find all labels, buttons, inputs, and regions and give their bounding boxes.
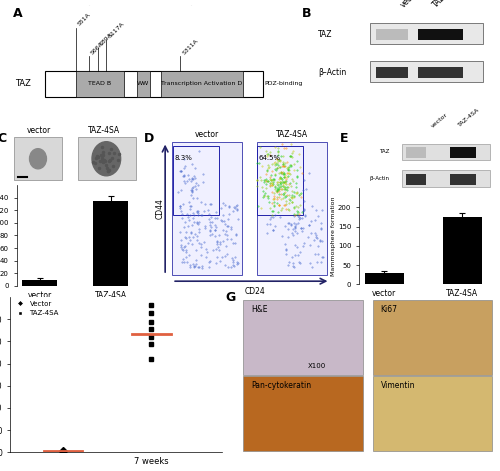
Text: A: A	[12, 7, 22, 20]
Text: X100: X100	[308, 364, 326, 369]
Text: CD44: CD44	[156, 198, 164, 219]
Text: 8.3%: 8.3%	[174, 155, 192, 161]
FancyBboxPatch shape	[256, 142, 327, 275]
Text: S311A: S311A	[182, 38, 199, 55]
FancyBboxPatch shape	[78, 137, 136, 180]
Text: vector: vector	[26, 127, 51, 136]
FancyBboxPatch shape	[370, 23, 483, 44]
FancyBboxPatch shape	[14, 137, 62, 180]
Text: TAZ: TAZ	[16, 80, 32, 89]
Text: TAZ-4SA: TAZ-4SA	[430, 0, 460, 9]
Text: G: G	[226, 291, 235, 304]
Text: TAZ: TAZ	[318, 30, 332, 39]
Text: S117A: S117A	[108, 22, 125, 39]
Text: S89A: S89A	[99, 32, 114, 47]
Text: CD24: CD24	[244, 287, 265, 296]
FancyBboxPatch shape	[418, 67, 463, 78]
Text: C: C	[0, 132, 6, 146]
FancyBboxPatch shape	[376, 67, 408, 78]
Text: Vimentin: Vimentin	[380, 381, 415, 390]
Text: Ki67: Ki67	[380, 305, 398, 314]
FancyBboxPatch shape	[172, 142, 242, 275]
Text: E: E	[340, 132, 349, 146]
Circle shape	[92, 142, 120, 176]
Text: β–Actin: β–Actin	[318, 68, 346, 77]
FancyBboxPatch shape	[46, 71, 263, 97]
Text: TAZ-4SA: TAZ-4SA	[88, 127, 120, 136]
FancyBboxPatch shape	[370, 61, 483, 81]
Text: TAZ-4SA: TAZ-4SA	[276, 130, 308, 138]
Text: S66A: S66A	[90, 41, 105, 55]
Text: vector: vector	[195, 130, 220, 138]
Text: vector: vector	[398, 0, 422, 9]
FancyBboxPatch shape	[373, 300, 492, 374]
Text: D: D	[144, 132, 154, 146]
Text: S51A: S51A	[77, 12, 92, 26]
FancyBboxPatch shape	[76, 71, 124, 97]
FancyBboxPatch shape	[243, 376, 362, 451]
Text: B: B	[302, 7, 311, 20]
Text: 64.5%: 64.5%	[258, 155, 281, 161]
Circle shape	[30, 149, 46, 169]
FancyBboxPatch shape	[160, 71, 243, 97]
FancyBboxPatch shape	[376, 29, 408, 41]
Legend: Vector, TAZ-4SA: Vector, TAZ-4SA	[14, 300, 59, 316]
Text: Transcription Activation D: Transcription Activation D	[162, 81, 242, 86]
FancyBboxPatch shape	[418, 29, 463, 41]
Text: WW: WW	[137, 81, 149, 86]
FancyBboxPatch shape	[243, 300, 362, 374]
Text: H&E: H&E	[251, 305, 268, 314]
Text: TEAD B: TEAD B	[88, 81, 112, 86]
FancyBboxPatch shape	[136, 71, 149, 97]
FancyBboxPatch shape	[373, 376, 492, 451]
Text: Pan-cytokeratin: Pan-cytokeratin	[251, 381, 311, 390]
Text: PDZ-binding: PDZ-binding	[264, 81, 302, 86]
